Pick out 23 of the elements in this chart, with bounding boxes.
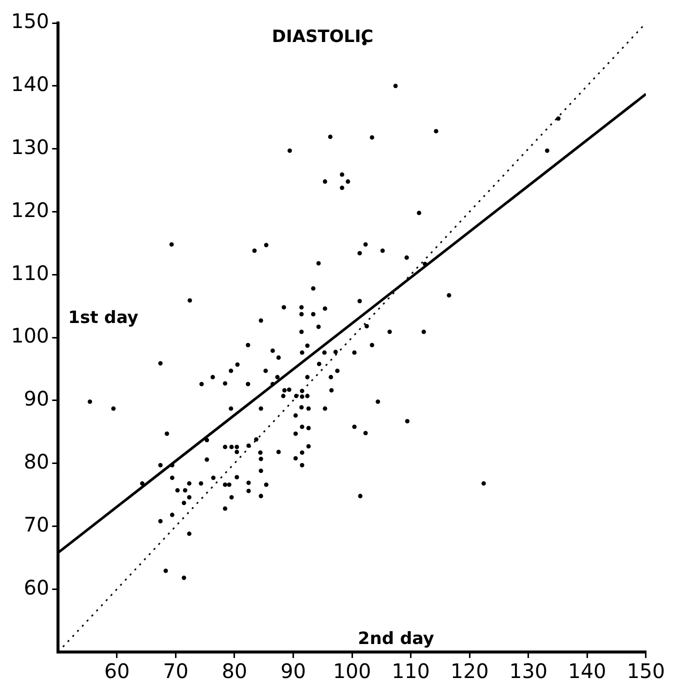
y-tick-label: 150 xyxy=(10,9,50,34)
x-tick-label: 60 xyxy=(104,659,130,684)
x-tick-label: 130 xyxy=(509,659,548,684)
x-tick-label: 100 xyxy=(332,659,372,684)
x-tick-label: 150 xyxy=(626,659,666,684)
y-axis-title: 1st day xyxy=(68,308,138,328)
x-tick-label: 120 xyxy=(450,659,489,684)
y-tick-label: 70 xyxy=(24,512,50,536)
x-tick-label: 70 xyxy=(162,659,188,684)
x-axis-title: 2nd day xyxy=(358,628,434,649)
chart-title: DIASTOLIC xyxy=(272,26,374,47)
x-tick-label: 90 xyxy=(280,659,306,684)
x-tick-label: 80 xyxy=(222,659,248,684)
y-tick-label: 90 xyxy=(24,386,50,411)
x-tick-label: 140 xyxy=(568,659,606,684)
y-tick-label: 120 xyxy=(10,198,50,222)
y-tick-label: 130 xyxy=(10,135,50,160)
y-tick-label: 60 xyxy=(24,575,50,600)
x-tick-label: 110 xyxy=(392,659,430,684)
y-tick-label: 110 xyxy=(10,260,50,285)
y-tick-label: 140 xyxy=(10,72,50,96)
y-tick-label: 100 xyxy=(10,324,50,348)
y-tick-label: 80 xyxy=(24,450,50,474)
